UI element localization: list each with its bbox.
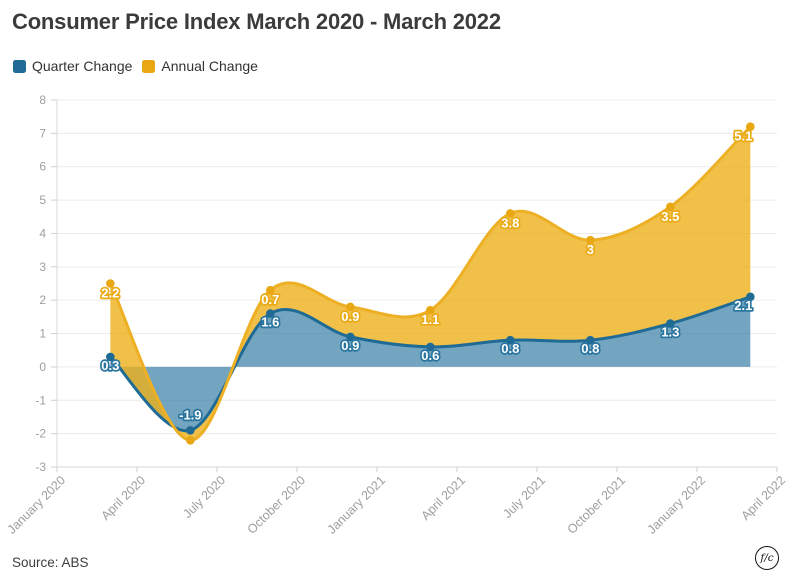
- annual-change-area: [110, 126, 751, 441]
- quarter-change-swatch-icon: [13, 59, 26, 73]
- quarter-change-point-marker[interactable]: [506, 335, 515, 345]
- x-tick-label: January 2021: [325, 473, 388, 536]
- annual-change-point-marker[interactable]: [586, 235, 595, 245]
- source-attribution: Source: ABS: [12, 555, 89, 570]
- quarter-change-point-marker[interactable]: [426, 342, 435, 352]
- data-point-label: -1.9: [179, 407, 201, 422]
- annual-change-point-marker[interactable]: [506, 209, 515, 218]
- quarter-change-point-marker[interactable]: [106, 352, 115, 362]
- y-tick-label: -1: [35, 393, 46, 407]
- x-tick-label: April 2021: [418, 473, 468, 523]
- legend-item-quarter-change[interactable]: Quarter Change: [13, 58, 132, 74]
- annual-change-line: [108, 125, 752, 442]
- data-point-label: 3.5: [661, 209, 679, 224]
- data-point-label: 0.6: [421, 348, 439, 363]
- y-tick-label: 2: [39, 293, 46, 307]
- data-point-label: 1.1: [421, 312, 439, 327]
- annual-change-point-marker[interactable]: [666, 202, 675, 212]
- annual-change-swatch-icon: [142, 59, 156, 73]
- data-point-label: 3.8: [501, 215, 519, 230]
- data-point-label: 1.6: [261, 315, 279, 330]
- data-point-label: 0.8: [501, 341, 519, 356]
- y-tick-label: -3: [35, 460, 46, 474]
- data-point-label: 0.7: [261, 292, 279, 307]
- annual-change-point-marker[interactable]: [106, 279, 115, 288]
- page-title: Consumer Price Index March 2020 - March …: [12, 9, 501, 34]
- data-point-label: 0.9: [341, 338, 359, 353]
- y-tick-label: -2: [35, 427, 46, 441]
- legend: Quarter Change Annual Change: [13, 58, 258, 74]
- data-point-label: 0.8: [581, 341, 599, 356]
- quarter-change-line: [108, 295, 752, 433]
- fc-logo-text: f/c: [760, 551, 774, 564]
- y-tick-label: 4: [39, 226, 46, 240]
- data-point-label: 0.9: [341, 309, 359, 324]
- x-tick-label: April 2022: [738, 473, 788, 523]
- y-tick-label: 6: [39, 160, 46, 174]
- legend-item-label: Quarter Change: [32, 58, 133, 74]
- fc-logo[interactable]: f/c: [755, 546, 779, 570]
- y-tick-label: 8: [39, 93, 46, 107]
- y-tick-label: 0: [39, 360, 46, 374]
- x-tick-label: January 2020: [5, 473, 68, 536]
- data-point-label: 1.3: [661, 325, 679, 340]
- data-point-label: 5.1: [734, 129, 752, 144]
- x-tick-label: October 2021: [565, 473, 628, 536]
- annual-change-point-marker[interactable]: [426, 305, 435, 315]
- annual-change-point-marker[interactable]: [346, 302, 355, 312]
- quarter-change-point-marker[interactable]: [666, 319, 675, 328]
- x-tick-label: July 2020: [180, 473, 228, 521]
- quarter-change-point-marker[interactable]: [586, 335, 595, 345]
- legend-item-annual-change[interactable]: Annual Change: [142, 58, 258, 74]
- y-tick-label: 3: [39, 260, 46, 274]
- quarter-change-point-marker[interactable]: [746, 292, 755, 302]
- x-tick-label: October 2020: [245, 473, 308, 536]
- y-tick-label: 7: [39, 126, 46, 140]
- legend-item-label: Annual Change: [161, 58, 258, 74]
- quarter-change-area: [110, 296, 751, 431]
- annual-change-point-marker[interactable]: [746, 122, 755, 131]
- data-point-label: 2.1: [734, 298, 752, 313]
- x-tick-label: July 2021: [500, 473, 548, 521]
- quarter-change-point-marker[interactable]: [266, 309, 275, 318]
- y-tick-label: 5: [39, 193, 46, 207]
- annual-change-point-marker[interactable]: [266, 285, 275, 295]
- y-tick-label: 1: [39, 327, 46, 341]
- data-point-label: 2.2: [101, 286, 119, 301]
- annual-change-point-marker[interactable]: [186, 436, 195, 445]
- x-tick-label: April 2020: [98, 473, 148, 523]
- quarter-change-point-marker[interactable]: [186, 426, 195, 435]
- data-point-label: 0.3: [101, 358, 119, 373]
- data-point-label: 3: [587, 242, 594, 257]
- quarter-change-point-marker[interactable]: [346, 332, 355, 342]
- x-tick-label: January 2022: [645, 473, 708, 536]
